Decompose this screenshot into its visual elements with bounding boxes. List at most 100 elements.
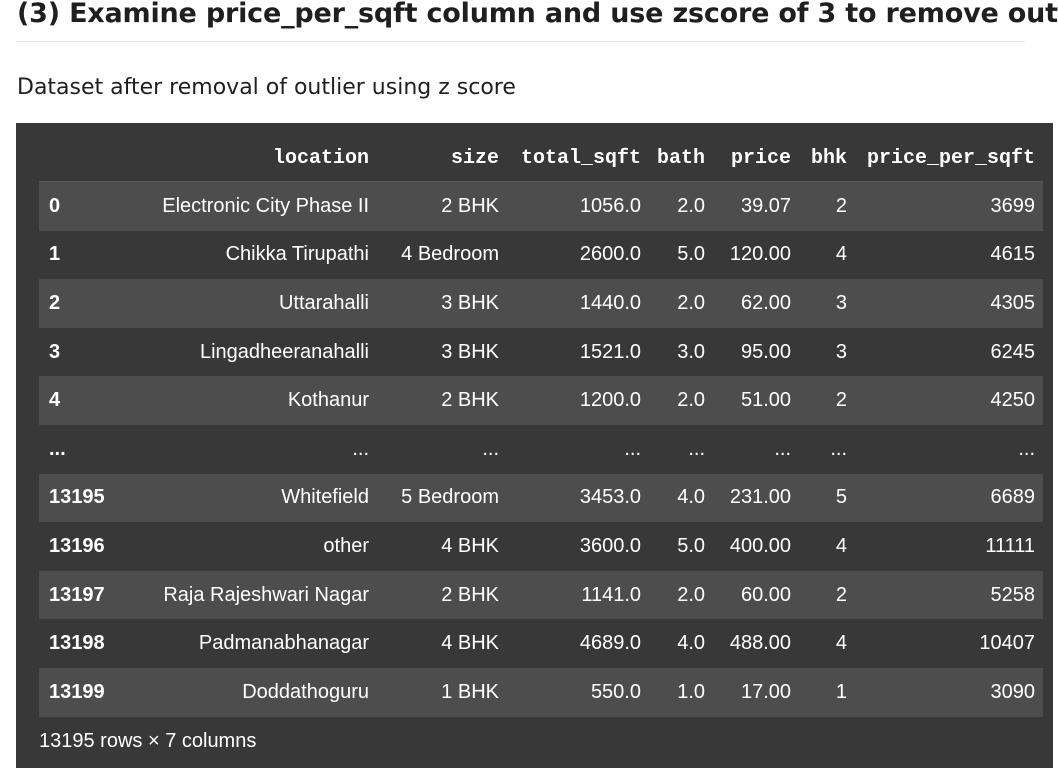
cell-size: 2 BHK <box>441 389 499 412</box>
cell-total-sqft: 3453.0 <box>579 486 641 509</box>
cell-total-sqft: 2600.0 <box>579 243 641 266</box>
table-row: 4 Kothanur 2 BHK 1200.0 2.0 51.00 2 4250 <box>39 376 1044 425</box>
cell-size: 2 BHK <box>441 194 499 217</box>
cell-size: 2 BHK <box>441 583 499 606</box>
table-shape-footer: 13195 rows × 7 columns <box>39 730 257 752</box>
cell-price: 39.07 <box>740 194 792 217</box>
row-index: 3 <box>49 340 61 363</box>
row-index: 13195 <box>49 486 105 509</box>
cell-bath: 2.0 <box>677 583 706 606</box>
table-row: 13197 Raja Rajeshwari Nagar 2 BHK 1141.0 2.0… <box>39 570 1044 620</box>
cell-total-sqft: 1521.0 <box>579 340 641 363</box>
cell-size: 4 BHK <box>441 632 499 655</box>
cell-price-per-sqft: 11111 <box>985 534 1036 557</box>
cell-bhk: 3 <box>835 291 848 314</box>
cell-total-sqft: 1056.0 <box>579 194 641 217</box>
cell-total-sqft: 1200.0 <box>579 389 641 412</box>
cell-total-sqft: 3600.0 <box>579 534 641 557</box>
row-index: 0 <box>49 194 61 217</box>
table-row: ........................ <box>39 425 1043 474</box>
cell-price: 95.00 <box>740 340 792 363</box>
table-row: 3 Lingadheeranahalli 3 BHK 1521.0 3.0 95.00 3 6… <box>39 328 1043 377</box>
cell-location: Padmanabhanagar <box>198 632 369 655</box>
cell-bath: 2.0 <box>677 291 706 314</box>
cell-price-per-sqft: 3699 <box>990 194 1036 217</box>
cell-bhk: 2 <box>835 389 848 412</box>
section-subheading: Dataset after removal of outlier using z… <box>17 75 516 100</box>
cell-price: 17.00 <box>740 680 792 703</box>
cell-price: 488.00 <box>729 632 792 655</box>
row-index: 1 <box>49 243 61 266</box>
cell-price-per-sqft: 3090 <box>990 680 1036 703</box>
cell-price: 120.00 <box>729 243 792 266</box>
table-row: 13198 Padmanabhanagar 4 BHK 4689.0 4.0 488.00… <box>39 619 1043 668</box>
cell-price-per-sqft: 5258 <box>990 583 1036 606</box>
cell-price: 231.00 <box>729 486 792 509</box>
table-row: 2 Uttarahalli 3 BHK 1440.0 2.0 62.00 3 4305 <box>39 279 1044 328</box>
column-header-bhk: bhk <box>799 136 856 182</box>
cell-location: other <box>323 534 369 557</box>
cell-bhk: 2 <box>835 194 848 217</box>
cell-location: ... <box>352 437 369 460</box>
row-index: 13197 <box>49 583 105 606</box>
cell-bath: 2.0 <box>677 389 706 412</box>
table-row: 13195 Whitefield 5 Bedroom 3453.0 4.0 231.00 5… <box>39 473 1044 523</box>
cell-total-sqft: 550.0 <box>590 680 641 703</box>
cell-location: Lingadheeranahalli <box>199 340 369 363</box>
row-index: 2 <box>49 291 61 314</box>
column-header-total-sqft: total_sqft <box>507 136 649 182</box>
row-index: 4 <box>49 389 61 412</box>
column-header-location: location <box>131 136 377 182</box>
cell-price-per-sqft: 10407 <box>979 632 1036 655</box>
cell-bhk: 4 <box>835 243 848 266</box>
cell-size: 4 Bedroom <box>401 243 499 266</box>
cell-bhk: 5 <box>835 486 848 509</box>
cell-price-per-sqft: 4250 <box>990 389 1036 412</box>
table-row: 0 Electronic City Phase II 2 BHK 1056.0 2.0 3… <box>39 181 1044 231</box>
heading-divider <box>17 41 1025 42</box>
cell-location: Doddathoguru <box>242 680 369 703</box>
cell-price-per-sqft: ... <box>1018 437 1036 460</box>
cell-bhk: 4 <box>835 534 848 557</box>
cell-bath: 4.0 <box>677 632 706 655</box>
cell-size: 1 BHK <box>441 680 499 703</box>
cell-bath: 2.0 <box>677 194 706 217</box>
table-header-row: location size total_sqft bath price bhk … <box>39 136 1044 182</box>
row-index: 13196 <box>49 534 105 557</box>
cell-bath: 1.0 <box>677 680 706 703</box>
index-header <box>39 136 131 182</box>
cell-location: Chikka Tirupathi <box>225 243 369 266</box>
row-index: 13198 <box>49 632 105 655</box>
cell-bath: 5.0 <box>677 243 706 266</box>
table-row: 1 Chikka Tirupathi 4 Bedroom 2600.0 5.0 120.0… <box>39 231 1043 280</box>
cell-location: Raja Rajeshwari Nagar <box>163 583 369 606</box>
cell-price-per-sqft: 6245 <box>990 340 1036 363</box>
table-row: 13199 Doddathoguru 1 BHK 550.0 1.0 17.00 1 3090 <box>39 667 1044 717</box>
cell-bath: 5.0 <box>677 534 706 557</box>
cell-price: 60.00 <box>740 583 792 606</box>
cell-bath: 4.0 <box>677 486 706 509</box>
cell-location: Electronic City Phase II <box>162 194 369 217</box>
cell-price: ... <box>774 437 792 460</box>
cell-bath: 3.0 <box>677 340 706 363</box>
cell-bath: ... <box>688 437 706 460</box>
cell-size: 4 BHK <box>441 534 499 557</box>
cell-size: ... <box>482 437 499 460</box>
cell-location: Whitefield <box>281 486 369 509</box>
cell-price-per-sqft: 6689 <box>990 486 1036 509</box>
table-row: 13196 other 4 BHK 3600.0 5.0 400.00 4 11111 <box>39 522 1043 571</box>
row-index: ... <box>49 437 66 460</box>
cell-price: 51.00 <box>740 389 792 412</box>
cell-size: 3 BHK <box>441 340 499 363</box>
column-header-price: price <box>713 136 800 182</box>
cell-bhk: 3 <box>835 340 848 363</box>
column-header-size: size <box>377 136 507 182</box>
row-index: 13199 <box>49 680 105 703</box>
section-heading: (3) Examine price_per_sqft column and us… <box>17 0 1058 29</box>
cell-size: 5 Bedroom <box>401 486 499 509</box>
cell-price-per-sqft: 4305 <box>990 291 1036 314</box>
cell-total-sqft: ... <box>624 437 641 460</box>
column-header-bath: bath <box>649 136 714 182</box>
cell-bhk: 4 <box>835 632 848 655</box>
dataframe-table: location size total_sqft bath price bhk … <box>39 136 1044 717</box>
